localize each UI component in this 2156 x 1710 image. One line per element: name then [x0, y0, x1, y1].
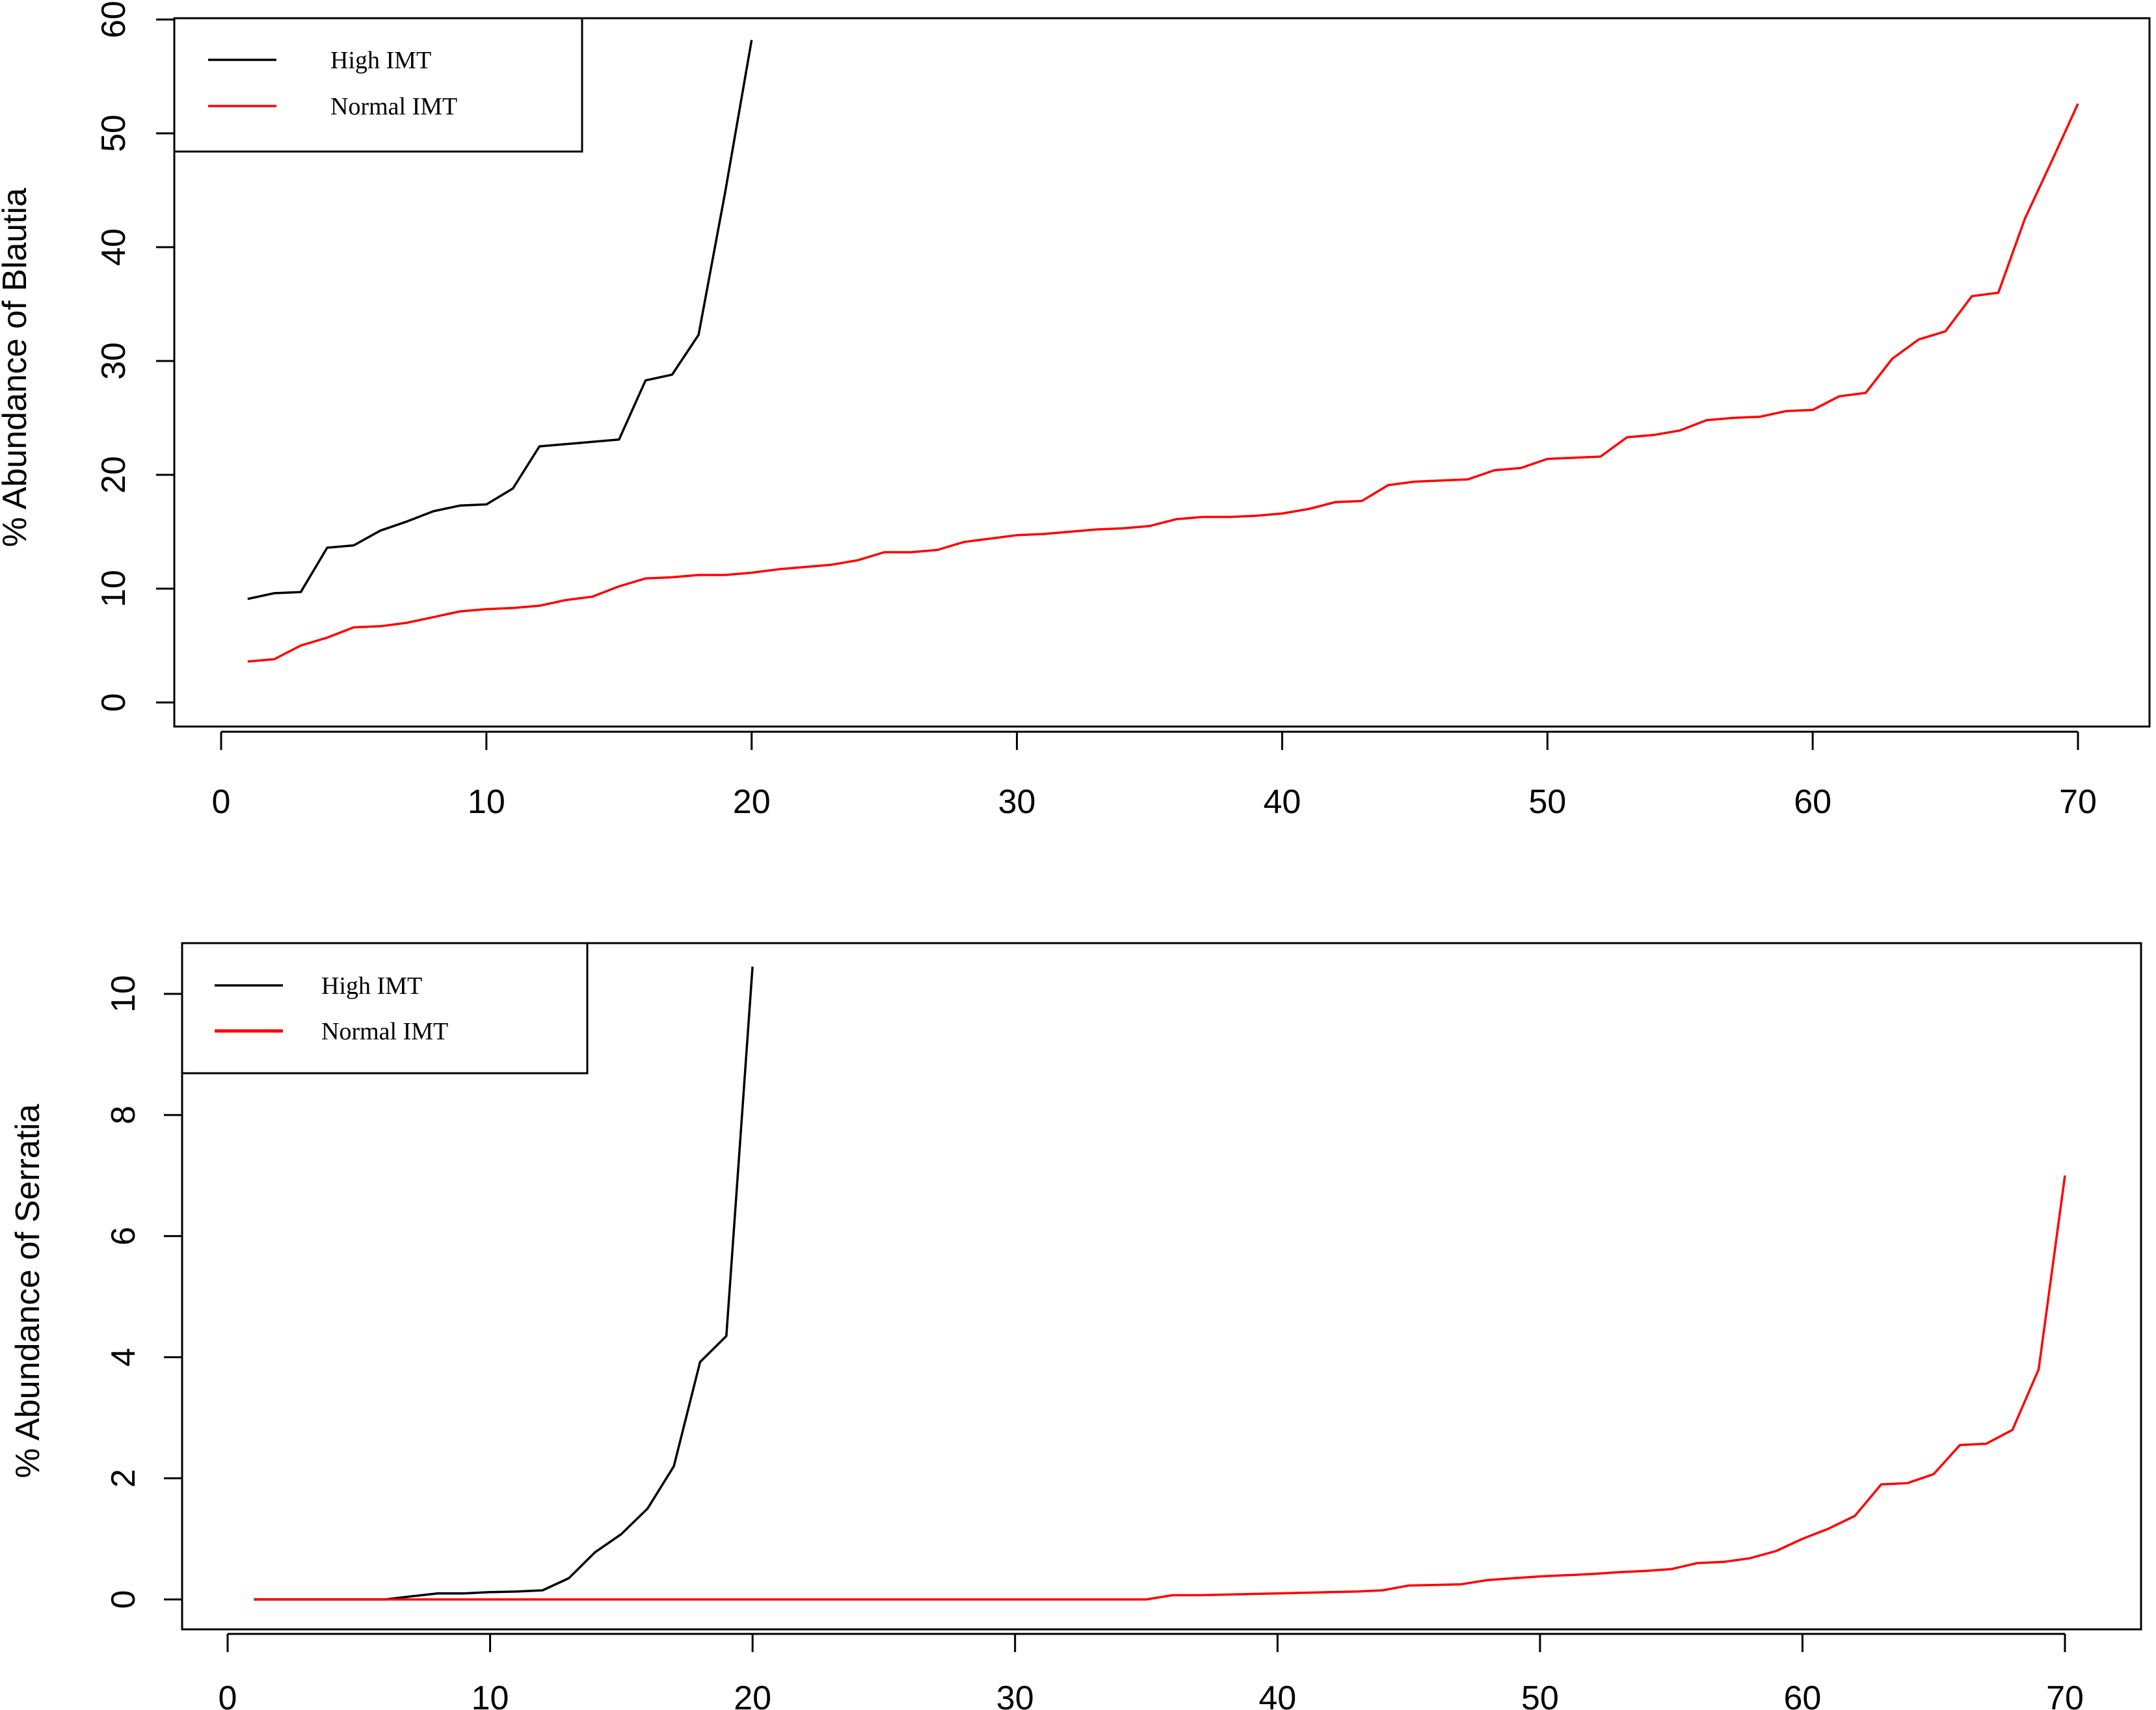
y-axis-title: % Abundance of Serratia — [9, 1104, 47, 1478]
x-tick-label: 60 — [1784, 1679, 1822, 1710]
x-tick-label: 20 — [733, 783, 771, 821]
y-tick-label: 40 — [95, 228, 133, 266]
legend-label: High IMT — [321, 972, 422, 1000]
x-tick-label: 70 — [2046, 1679, 2084, 1710]
x-tick-label: 70 — [2059, 783, 2097, 821]
y-tick-label: 2 — [105, 1469, 142, 1488]
x-tick-label: 0 — [212, 783, 231, 821]
series-line-high-imt — [247, 40, 753, 600]
y-tick-label: 4 — [105, 1348, 142, 1367]
x-tick-label: 60 — [1794, 783, 1831, 821]
x-tick-label: 30 — [996, 1679, 1034, 1710]
series-line-normal-imt — [247, 103, 2079, 663]
y-axis-title: % Abundance of Blautia — [0, 188, 34, 547]
legend-box — [173, 17, 583, 153]
y-tick-label: 0 — [105, 1590, 142, 1609]
x-tick-label: 20 — [734, 1679, 771, 1710]
x-tick-label: 40 — [1264, 783, 1301, 821]
legend: High IMT Normal IMT — [181, 942, 589, 1075]
legend: High IMT Normal IMT — [173, 17, 583, 153]
series-line-normal-imt — [254, 1175, 2066, 1601]
y-tick-label: 50 — [95, 114, 133, 152]
legend-label: Normal IMT — [330, 93, 457, 120]
y-tick-label: 10 — [95, 570, 133, 608]
chart-panel-1: 0 10 20 30 40 50 60 70 0 10 20 30 40 50 60 % Abundance … — [0, 1, 2151, 821]
chart-panel-2: 0 10 20 30 40 50 60 70 0 2 4 6 8 10 % Abundance of Ser… — [9, 942, 2142, 1710]
legend-box — [181, 942, 589, 1075]
x-tick-label: 50 — [1521, 1679, 1559, 1710]
y-tick-label: 10 — [105, 975, 142, 1013]
y-tick-label: 60 — [95, 1, 133, 38]
x-tick-label: 10 — [468, 783, 505, 821]
x-tick-label: 10 — [472, 1679, 509, 1710]
x-tick-label: 40 — [1258, 1679, 1296, 1710]
y-tick-label: 0 — [95, 693, 133, 712]
y-tick-label: 6 — [105, 1227, 142, 1246]
y-tick-label: 20 — [95, 456, 133, 494]
x-tick-label: 50 — [1528, 783, 1566, 821]
legend-label: High IMT — [330, 47, 431, 74]
x-tick-label: 0 — [219, 1679, 237, 1710]
y-tick-label: 8 — [105, 1106, 142, 1125]
y-tick-label: 30 — [95, 342, 133, 380]
legend-label: Normal IMT — [321, 1018, 448, 1045]
x-tick-label: 30 — [998, 783, 1036, 821]
